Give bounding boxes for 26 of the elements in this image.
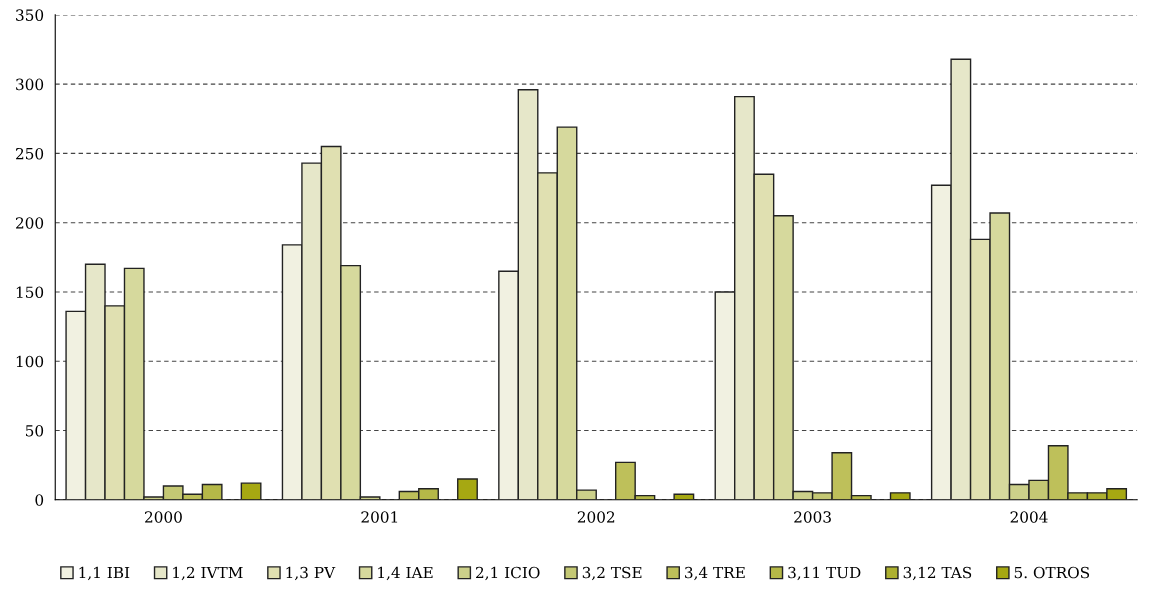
y-tick-label: 0	[35, 494, 44, 506]
y-tick-label: 100	[16, 355, 44, 368]
legend-label: 3,12 TAS	[903, 566, 972, 581]
x-tick-label: 2003	[794, 511, 831, 523]
legend-label: 1,3 PV	[286, 566, 336, 581]
legend-label: 3,4 TRE	[685, 566, 745, 581]
bar	[240, 482, 262, 500]
y-tick-label: 350	[16, 9, 44, 21]
legend-label: 3,2 TSE	[582, 566, 642, 581]
legend-label: 2,1 ICIO	[476, 566, 540, 581]
y-tick-label: 300	[16, 78, 44, 91]
x-tick-label: 2002	[577, 511, 615, 523]
x-tick-label: 2000	[145, 511, 182, 523]
bar	[457, 478, 478, 500]
y-tick-label: 200	[16, 217, 44, 229]
legend-label: 1,2 IVTM	[173, 566, 243, 581]
legend-label: 5. OTROS	[1014, 566, 1090, 579]
x-tick-label: 2004	[1010, 511, 1048, 523]
y-tick-label: 250	[16, 147, 44, 160]
x-tick-label: 2001	[361, 511, 398, 523]
legend-label: 3,11 TUD	[788, 566, 861, 581]
y-tick-label: 50	[25, 424, 44, 437]
legend-label: 1,1 IBI	[79, 566, 130, 581]
y-tick-label: 150	[16, 286, 44, 298]
bar	[889, 492, 911, 500]
legend-label: 1,4 IAE	[378, 566, 433, 581]
